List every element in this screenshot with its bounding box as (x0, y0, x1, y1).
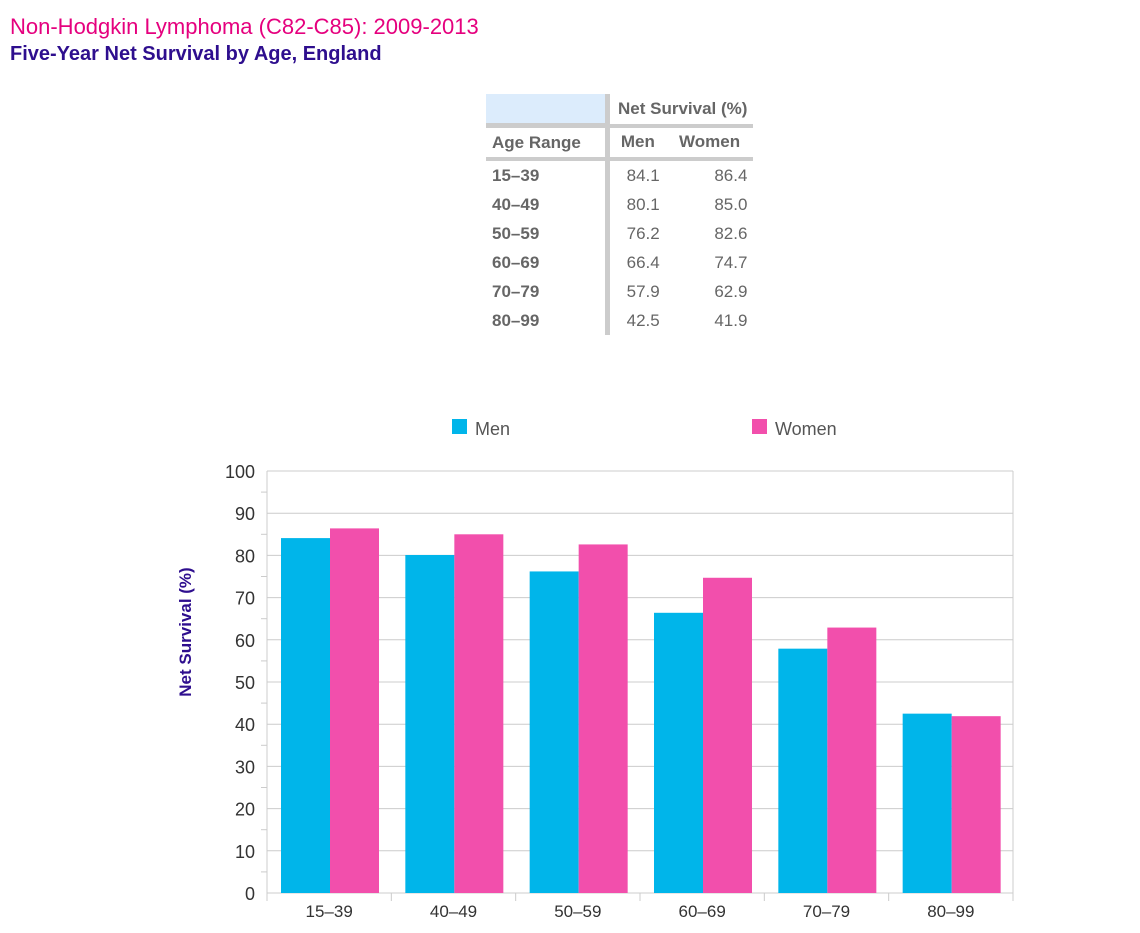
y-tick-label: 80 (235, 546, 255, 566)
legend-label: Men (475, 419, 510, 439)
cell-men: 66.4 (626, 252, 660, 272)
chart-title: Non-Hodgkin Lymphoma (C82-C85): 2009-201… (10, 14, 479, 39)
y-tick-label: 20 (235, 800, 255, 820)
bar-women (454, 534, 504, 893)
cell-men: 84.1 (626, 165, 660, 185)
bar-women (951, 716, 1001, 893)
bar-women (703, 577, 752, 893)
bar-women (578, 544, 628, 893)
cell-women: 41.9 (714, 310, 748, 330)
x-tick-label: 50–59 (554, 902, 601, 921)
bar-women (827, 627, 877, 893)
cell-age: 15–39 (486, 159, 610, 190)
cell-age: 80–99 (486, 306, 610, 335)
y-tick-label: 10 (235, 842, 255, 862)
y-tick-label: 90 (235, 504, 255, 524)
table-row: 70–79 57.9 62.9 (486, 277, 753, 306)
cell-age: 40–49 (486, 190, 610, 219)
cell-women: 74.7 (714, 252, 748, 272)
table-row: 50–59 76.2 82.6 (486, 219, 753, 248)
y-tick-label: 100 (225, 462, 255, 482)
cell-women: 82.6 (714, 223, 748, 243)
x-tick-label: 15–39 (306, 902, 353, 921)
cell-age: 70–79 (486, 277, 610, 306)
bar-men (529, 571, 579, 893)
chart-subtitle: Five-Year Net Survival by Age, England (10, 43, 382, 65)
cell-women: 86.4 (714, 165, 748, 185)
cell-age: 50–59 (486, 219, 610, 248)
survival-table: Net Survival (%) Age Range Men Women 15–… (486, 94, 754, 335)
x-tick-label: 70–79 (803, 902, 850, 921)
bar-men (405, 554, 455, 893)
cell-men: 42.5 (626, 310, 660, 330)
table-row: 80–99 42.5 41.9 (486, 306, 753, 335)
legend-swatch-men (452, 419, 467, 434)
y-tick-label: 50 (235, 673, 255, 693)
table-row: 15–39 84.1 86.4 (486, 159, 753, 190)
cell-men: 76.2 (626, 223, 660, 243)
header-women: Women (665, 125, 754, 161)
x-tick-label: 60–69 (679, 902, 726, 921)
legend-label: Women (775, 419, 837, 439)
header-net-survival: Net Survival (%) (607, 94, 754, 128)
header-age-range: Age Range (486, 123, 610, 161)
cell-men: 57.9 (626, 281, 660, 301)
y-tick-label: 30 (235, 757, 255, 777)
cell-men: 80.1 (626, 194, 660, 214)
bar-men (778, 648, 828, 893)
x-tick-label: 80–99 (927, 902, 974, 921)
cell-age: 60–69 (486, 248, 610, 277)
bar-women (330, 528, 379, 893)
bar-men (281, 538, 330, 893)
bar-men (902, 713, 952, 893)
legend-swatch-women (752, 419, 767, 434)
y-tick-label: 40 (235, 715, 255, 735)
y-tick-label: 0 (245, 884, 255, 904)
table-row: 60–69 66.4 74.7 (486, 248, 753, 277)
y-axis-label: Net Survival (%) (176, 567, 195, 696)
y-tick-label: 60 (235, 631, 255, 651)
x-tick-label: 40–49 (430, 902, 477, 921)
cell-women: 85.0 (714, 194, 748, 214)
table-row: 40–49 80.1 85.0 (486, 190, 753, 219)
cell-women: 62.9 (714, 281, 748, 301)
bar-men (654, 612, 703, 893)
header-men: Men (607, 125, 666, 161)
table-corner (486, 94, 610, 126)
y-tick-label: 70 (235, 589, 255, 609)
